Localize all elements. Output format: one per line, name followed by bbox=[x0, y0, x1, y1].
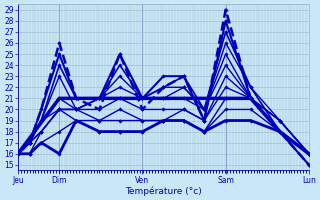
X-axis label: Température (°c): Température (°c) bbox=[125, 186, 202, 196]
